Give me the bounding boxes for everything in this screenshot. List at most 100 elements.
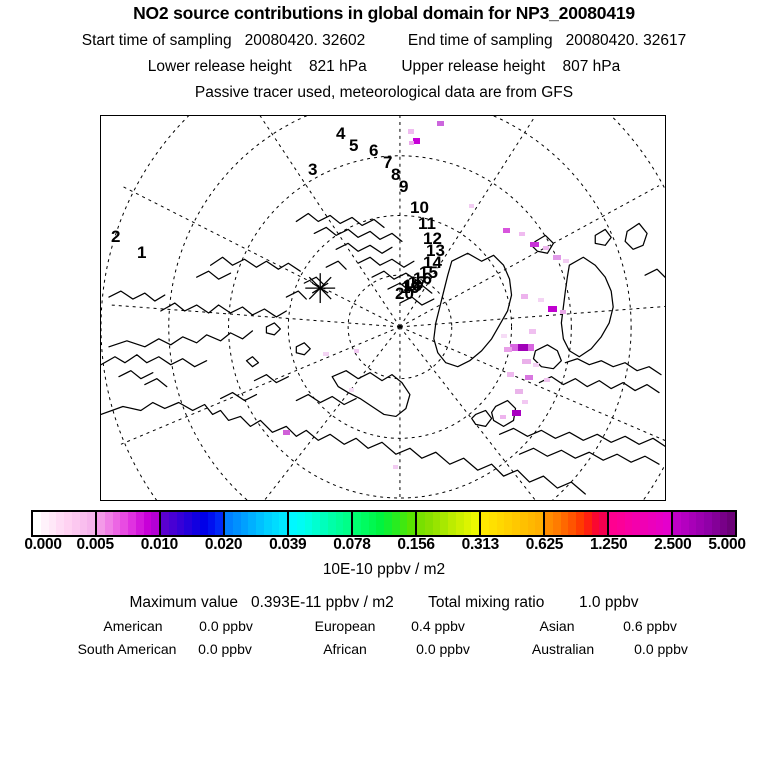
plume-cell [543,246,549,250]
plume-cell [349,388,354,392]
trajectory-label-11: 11 [418,214,436,233]
plume-cell [323,352,329,356]
plume-cell [469,204,474,208]
colorbar-step [583,512,592,535]
colorbar-segment[interactable] [417,512,481,535]
region-label: African [323,641,367,657]
colorbar-step [463,512,472,535]
region-value: 0.0 ppbv [199,618,253,634]
colorbar-tick-label: 0.000 [24,536,62,553]
colorbar-segment[interactable] [225,512,289,535]
colorbar-step [64,512,72,535]
colorbar-step [79,512,88,535]
colorbar-step [296,512,305,535]
region-value: 0.0 ppbv [416,641,470,657]
trajectory-label-8: 8 [391,165,401,184]
trajectory-label-17: 17 [408,273,427,292]
plume-cell [437,121,444,126]
colorbar-step [527,512,536,535]
colorbar-step [655,512,664,535]
colorbar-step [519,512,528,535]
colorbar-step [40,512,49,535]
colorbar-segment[interactable] [161,512,225,535]
colorbar-step [599,512,607,535]
plume-cell [500,415,506,419]
colorbar-step [391,512,400,535]
plume-cell [563,259,569,263]
colorbar-tick-labels: 0.000 0.005 0.010 0.020 0.039 0.078 0.156 0.313… [0,536,768,556]
plume-cell [522,400,528,404]
plume-cell [504,347,512,352]
colorbar-step [360,512,369,535]
colorbar-segment[interactable] [481,512,545,535]
release-site-star-icon [305,273,336,304]
plume-cell [560,310,566,314]
page-title: NO2 source contributions in global domai… [133,3,635,23]
colorbar-step [512,512,520,535]
region-value: 0.4 ppbv [411,618,465,634]
colorbar-step [168,512,177,535]
colorbar-step [663,512,671,535]
colorbar-tick-label: 0.313 [461,536,500,553]
colorbar-step [112,512,121,535]
colorbar-tick-label: 0.078 [333,536,371,553]
colorbar-step [192,512,200,535]
colorbar-step [481,512,489,535]
colorbar-segment[interactable] [545,512,609,535]
colorbar-step [263,512,272,535]
colorbar-step [440,512,448,535]
region-label: Australian [531,641,595,657]
trajectory-label-14: 14 [423,253,442,272]
lower-height-value: 821 hPa [308,58,367,75]
colorbar-step [647,512,656,535]
plume-cell [518,344,528,351]
colorbar-segment[interactable] [33,512,97,535]
map-panel: 1 2 3 4 5 6 7 8 9 10 11 12 13 14 15 16 17 18 19 20 [100,115,666,501]
plume-cell [521,294,528,299]
colorbar-tick-label: 5.000 [708,536,746,553]
region-label: American [103,618,163,634]
colorbar-step [407,512,415,535]
colorbar-step [673,512,681,535]
colorbar-tick-label: 1.250 [589,536,628,553]
colorbar-segment[interactable] [289,512,353,535]
graticule [101,116,665,500]
colorbar-step [704,512,712,535]
colorbar-tick-label: 0.010 [140,536,179,553]
plume-cell [501,334,507,338]
region-label: European [314,618,376,634]
colorbar-segment[interactable] [673,512,735,535]
start-time-value: 20080420. 32602 [244,32,366,49]
colorbar-step [680,512,689,535]
colorbar-step [225,512,233,535]
colorbar-step [271,512,280,535]
colorbar-segment[interactable] [353,512,417,535]
start-time-label: Start time of sampling [81,32,232,49]
colorbar-step [535,512,543,535]
upper-height-label: Upper release height [401,58,546,75]
colorbar-step [496,512,505,535]
colorbar-step [207,512,216,535]
plume-cell [515,389,523,394]
colorbar-step [384,512,392,535]
plume-cell [522,359,531,364]
colorbar-segment[interactable] [97,512,161,535]
colorbar-gradient[interactable] [31,510,737,537]
plume-cell [283,430,290,435]
plume-cell [408,129,414,134]
trajectory-label-19: 19 [401,278,420,297]
colorbar[interactable] [31,510,737,537]
trajectory-label-6: 6 [369,141,379,160]
colorbar-step [545,512,553,535]
colorbar-step [161,512,169,535]
colorbar-step [609,512,617,535]
trajectory-label-7: 7 [383,153,393,172]
region-label: Asian [539,618,575,634]
trajectory-label-15: 15 [419,263,438,282]
colorbar-segment[interactable] [609,512,673,535]
plume-cell [503,228,510,233]
colorbar-step [417,512,425,535]
colorbar-step [240,512,249,535]
colorbar-tick-label: 0.156 [397,536,435,553]
